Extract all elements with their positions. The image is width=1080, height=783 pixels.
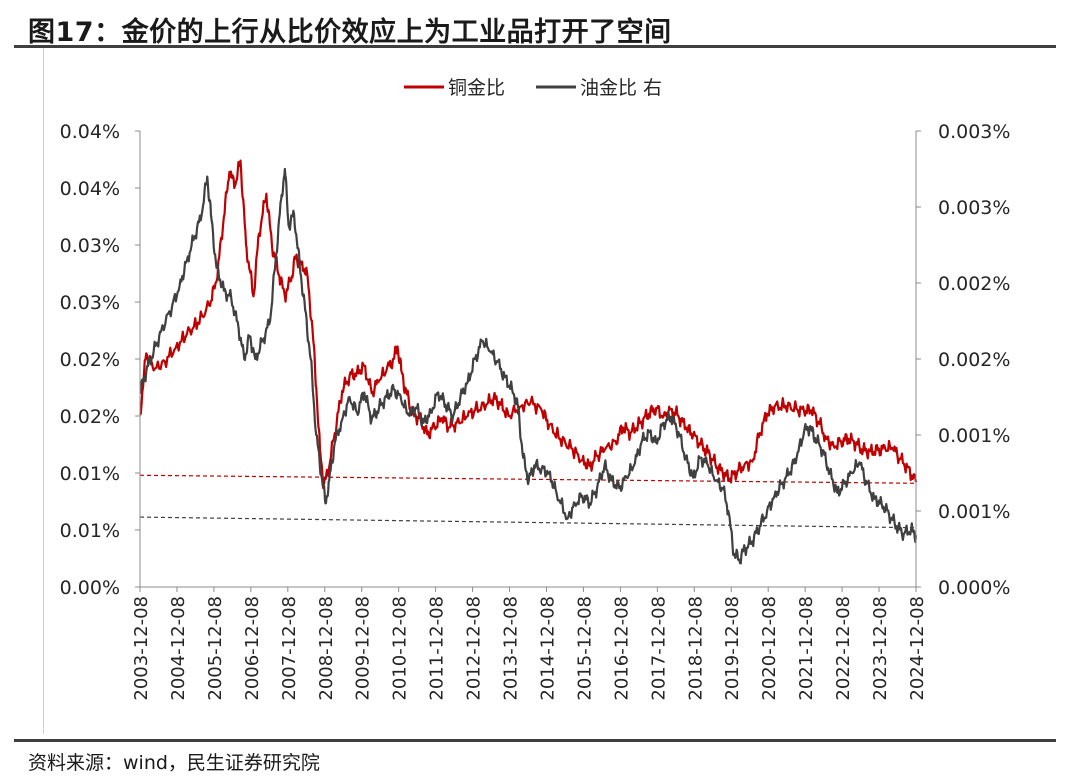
right-y-tick-label: 0.001% [938,425,1010,447]
x-tick-label: 2023-12-08 [870,596,891,701]
right-y-tick-label: 0.002% [938,349,1010,371]
legend-label: 铜金比 [448,77,505,99]
x-tick-label: 2007-12-08 [279,596,300,701]
x-tick-label: 2004-12-08 [168,596,189,701]
x-tick-label: 2014-12-08 [537,596,558,701]
x-tick-label: 2020-12-08 [759,596,780,701]
x-tick-label: 2024-12-08 [907,596,928,701]
chart: 0.00% 0.01% 0.01% 0.02% 0.02% 0.03% 0.03% 0.04%… [60,77,1011,701]
x-tick-label: 2021-12-08 [796,596,817,701]
figure-title: 图17：金价的上行从比价效应上为工业品打开了空间 [28,17,672,48]
axes: 0.00% 0.01% 0.01% 0.02% 0.02% 0.03% 0.03% 0.04%… [60,121,1011,701]
source-rule [14,739,1056,742]
right-y-tick-label: 0.003% [938,121,1010,143]
left-y-tick-label: 0.03% [60,235,120,257]
left-y-tick-label: 0.00% [60,577,120,599]
right-y-tick-label: 0.001% [938,501,1010,523]
left-y-tick-label: 0.01% [60,520,120,542]
x-tick-label: 2003-12-08 [131,596,152,701]
x-tick-label: 2017-12-08 [648,596,669,701]
x-tick-label: 2011-12-08 [427,596,448,701]
x-tick-label: 2015-12-08 [574,596,595,701]
x-tick-label: 2009-12-08 [353,596,374,701]
x-tick-label: 2016-12-08 [611,596,632,701]
left-y-tick-label: 0.01% [60,463,120,485]
source-note: 资料来源：wind，民生证券研究院 [28,752,320,774]
series-line-oil-gold [139,167,918,565]
right-y-tick-label: 0.000% [938,577,1010,599]
reference-trend-line [139,516,917,529]
right-y-tick-label: 0.002% [938,273,1010,295]
x-tick-label: 2019-12-08 [722,596,743,701]
x-tick-label: 2010-12-08 [390,596,411,701]
title-rule [14,45,1056,48]
x-tick-label: 2012-12-08 [464,596,485,701]
left-y-tick-label: 0.03% [60,292,120,314]
series-line-copper-gold [139,159,918,490]
x-tick-label: 2022-12-08 [833,596,854,701]
x-tick-label: 2018-12-08 [685,596,706,701]
left-y-tick-label: 0.04% [60,121,120,143]
x-tick-label: 2008-12-08 [316,596,337,701]
left-y-tick-label: 0.04% [60,178,120,200]
left-y-tick-label: 0.02% [60,406,120,428]
x-tick-label: 2013-12-08 [501,596,522,701]
legend-label: 油金比 右 [580,77,662,99]
left-y-tick-label: 0.02% [60,349,120,371]
right-y-tick-label: 0.003% [938,197,1010,219]
series-lines [139,159,918,565]
legend: 铜金比 油金比 右 [404,77,662,99]
frame-left-border [43,48,44,734]
x-tick-label: 2005-12-08 [205,596,226,701]
x-tick-label: 2006-12-08 [242,596,263,701]
